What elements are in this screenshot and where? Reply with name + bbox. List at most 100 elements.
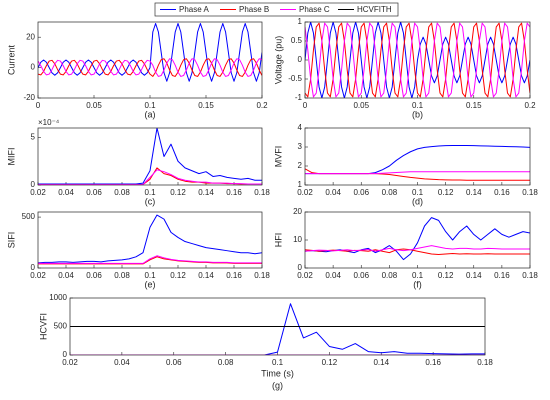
x-tick-label: 0.16 [226, 188, 242, 197]
y-tick-label: 1 [298, 17, 303, 26]
x-tick-label: 0.02 [62, 358, 78, 367]
data-line [305, 171, 530, 175]
x-tick-label: 0.14 [198, 271, 214, 280]
x-tick-label: 0.08 [114, 271, 130, 280]
x-tick-label: 0.08 [382, 188, 398, 197]
x-tick-label: 0.02 [297, 271, 313, 280]
y-tick-label: 0 [31, 63, 36, 72]
y-tick-label: 20 [293, 207, 302, 216]
x-tick-label: 0.06 [353, 271, 369, 280]
x-tick-label: 0.18 [522, 188, 538, 197]
data-line [38, 214, 262, 264]
plot-area [38, 22, 262, 98]
x-tick-label: 0.18 [254, 271, 270, 280]
x-tick-label: 0.12 [322, 358, 338, 367]
series-group [305, 144, 530, 181]
x-tick-label: 0.08 [382, 271, 398, 280]
legend-box [154, 2, 399, 17]
y-axis-label: HFI [273, 233, 283, 248]
data-line [305, 22, 530, 98]
y-tick-label: 3 [298, 142, 303, 151]
y-tick-label: 0.5 [291, 36, 303, 45]
x-tick-label: 0.1 [412, 271, 424, 280]
x-tick-label: 0.15 [466, 101, 482, 110]
y-tick-label: 0 [63, 350, 68, 359]
x-tick-label: 0.05 [353, 101, 369, 110]
subplot: 0.02 0.04 0.06 0.08 0.1 0.12 0.14 0.16 0.18 0 5 MIF… [6, 118, 270, 206]
panel-label: (g) [272, 380, 283, 390]
y-multiplier: ×10⁻⁴ [38, 118, 60, 127]
y-tick-label: 500 [22, 212, 36, 221]
series-group [38, 23, 262, 82]
axes-frame [304, 211, 531, 269]
x-tick-label: 0.14 [373, 358, 389, 367]
x-tick-label: 0.04 [58, 271, 74, 280]
series-group [38, 214, 262, 265]
data-line [305, 245, 530, 252]
x-tick-label: 0.18 [254, 188, 270, 197]
x-tick-label: 0.15 [198, 101, 214, 110]
x-tick-label: 0.18 [522, 271, 538, 280]
y-tick-label: 0 [298, 55, 303, 64]
y-axis-label: SIFI [6, 232, 16, 249]
series-group [70, 303, 485, 355]
x-tick-label: 0.08 [218, 358, 234, 367]
y-tick-label: 500 [54, 322, 68, 331]
data-line [38, 58, 262, 77]
data-line [38, 58, 262, 77]
x-tick-label: 0.12 [170, 188, 186, 197]
x-tick-label: 0.18 [477, 358, 493, 367]
data-line [38, 256, 262, 265]
axes-frame [304, 21, 531, 99]
data-line [305, 248, 530, 256]
axes-frame [37, 211, 263, 269]
plot-area [305, 212, 530, 268]
y-tick-label: 0 [298, 263, 303, 272]
panel-label: (c) [145, 196, 156, 206]
x-tick-label: 0.12 [438, 188, 454, 197]
y-tick-label: 10 [293, 235, 302, 244]
legend-label: Phase B [239, 5, 269, 14]
data-line [70, 303, 485, 355]
x-tick-label: 0.02 [297, 188, 313, 197]
y-axis-label: Current [6, 44, 16, 75]
data-line [305, 22, 530, 98]
series-group [305, 22, 530, 98]
x-tick-label: 0.06 [86, 271, 102, 280]
x-tick-label: 0.16 [425, 358, 441, 367]
y-tick-label: 0 [31, 263, 36, 272]
x-tick-label: 0.1 [144, 271, 156, 280]
x-tick-label: 0.14 [466, 271, 482, 280]
subplot: 0.02 0.04 0.06 0.08 0.1 0.12 0.14 0.16 0.18 1 2 3 4 M… [273, 123, 538, 206]
x-tick-label: 0.04 [325, 271, 341, 280]
data-line [38, 23, 262, 82]
subplot: 0.02 0.04 0.06 0.08 0.1 0.12 0.14 0.16 0.18 0 10 20… [273, 207, 538, 289]
y-tick-label: 2 [298, 161, 303, 170]
x-tick-label: 0.1 [272, 358, 284, 367]
panel-label: (d) [412, 196, 423, 206]
x-tick-label: 0.02 [30, 271, 46, 280]
data-line [38, 255, 262, 264]
x-tick-label: 0.04 [114, 358, 130, 367]
y-tick-label: 1000 [49, 293, 67, 302]
legend-label: Phase C [299, 5, 330, 14]
x-tick-label: 0.1 [412, 188, 424, 197]
axes-frame [37, 21, 263, 99]
y-axis-label: HCVFI [38, 313, 48, 340]
panel-label: (f) [413, 279, 422, 289]
subplot: 0.02 0.04 0.06 0.08 0.1 0.12 0.14 0.16 0.18 0 500 1… [38, 293, 493, 390]
x-tick-label: 0.16 [494, 271, 510, 280]
x-tick-label: 0.16 [226, 271, 242, 280]
data-line [38, 169, 262, 185]
x-tick-label: 0.1 [144, 188, 156, 197]
x-tick-label: 0.04 [325, 188, 341, 197]
x-tick-label: 0.02 [30, 188, 46, 197]
y-tick-label: 20 [26, 32, 35, 41]
axes-frame [69, 297, 486, 356]
x-tick-label: 0.06 [166, 358, 182, 367]
y-axis-label: MIFI [6, 148, 16, 166]
y-tick-label: 5 [31, 133, 36, 142]
x-tick-label: 0.05 [86, 101, 102, 110]
x-tick-label: 0 [303, 101, 308, 110]
